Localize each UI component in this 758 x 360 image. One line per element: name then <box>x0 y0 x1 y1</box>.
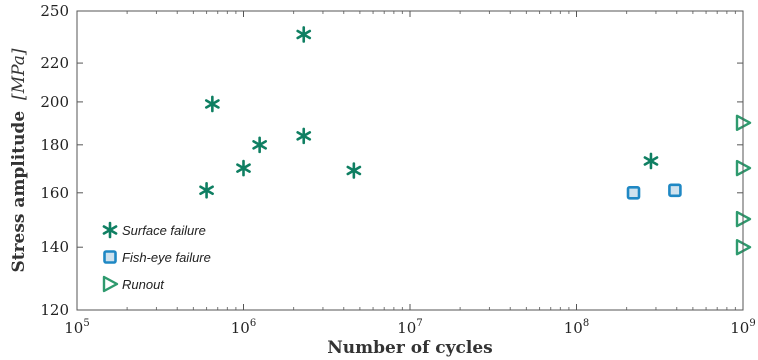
data-point-asterisk-4 <box>296 26 312 43</box>
data-point-asterisk-0 <box>199 181 214 199</box>
data-point-square-0 <box>626 186 641 200</box>
plot-area-frame <box>76 10 744 311</box>
legend-label: Runout <box>122 277 165 292</box>
legend-label: Surface failure <box>122 223 206 238</box>
x-tick-label: 106 <box>231 318 256 337</box>
y-axis-title-unit: [MPa] <box>9 48 29 100</box>
y-axis-title: Stress amplitude [MPa] <box>9 48 29 272</box>
data-point-asterisk-5 <box>296 127 312 145</box>
marks-layer <box>199 26 752 256</box>
legend-marker-asterisk <box>102 221 118 239</box>
y-tick-label: 160 <box>40 184 69 202</box>
data-point-asterisk-7 <box>643 152 659 170</box>
y-tick-label: 180 <box>40 136 69 154</box>
ticks-layer: 105 106 107 108 109 120 140 160 180 200 220 250 <box>40 2 755 337</box>
legend-label: Fish-eye failure <box>122 250 211 265</box>
data-point-asterisk-1 <box>204 95 220 113</box>
x-tick-label: 108 <box>564 318 589 337</box>
legend-marker-square <box>103 250 117 264</box>
data-point-asterisk-6 <box>346 162 362 179</box>
data-point-square-1 <box>668 183 682 198</box>
x-axis-title: Number of cycles <box>327 338 492 358</box>
y-tick-label: 250 <box>40 2 69 20</box>
y-tick-label: 200 <box>40 93 69 111</box>
legend-marker-triangle-right <box>102 275 119 293</box>
legend: Surface failure Fish-eye failure Runout <box>102 221 211 293</box>
data-point-asterisk-3 <box>252 136 267 154</box>
y-tick-label: 220 <box>40 54 69 72</box>
x-tick-label: 109 <box>730 318 755 337</box>
x-tick-label: 107 <box>397 318 422 337</box>
data-point-asterisk-2 <box>236 159 251 177</box>
y-tick-label: 140 <box>40 238 69 256</box>
y-axis-title-text: Stress amplitude <box>9 111 29 273</box>
x-tick-label: 105 <box>64 318 89 337</box>
y-tick-label: 120 <box>40 301 69 319</box>
